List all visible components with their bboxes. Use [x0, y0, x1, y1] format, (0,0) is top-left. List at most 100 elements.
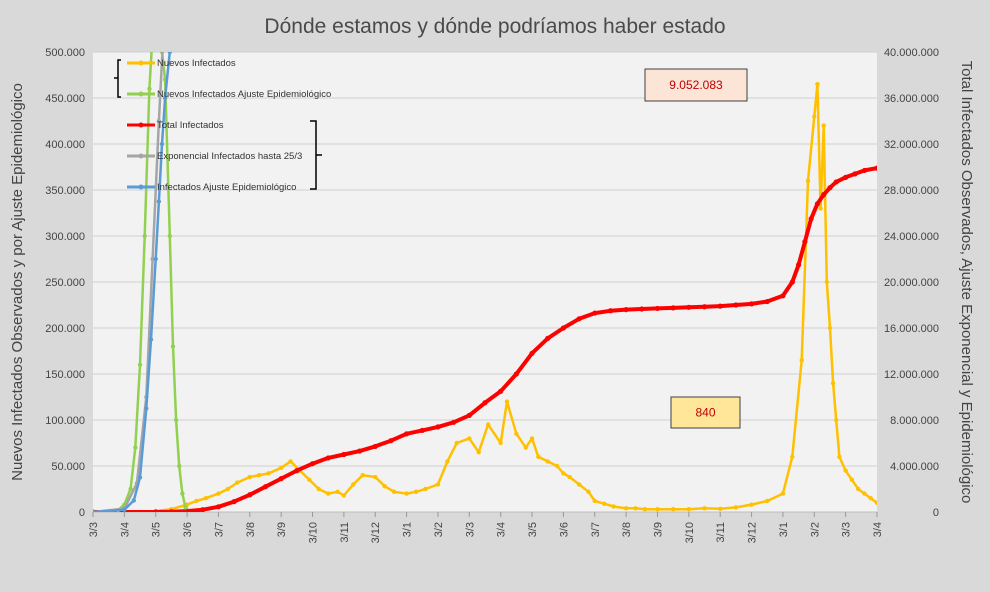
data-point [514, 431, 519, 436]
y-tick-label: 300.000 [45, 231, 85, 243]
y2-tick-label: 0 [933, 507, 939, 519]
legend-marker [138, 153, 144, 159]
x-tick-label: 3/12 [370, 522, 382, 543]
data-point [815, 82, 820, 87]
data-point [799, 358, 804, 363]
data-point [341, 451, 347, 458]
data-point [451, 419, 457, 425]
data-point [862, 491, 867, 496]
x-tick-label: 3/9 [276, 522, 288, 537]
data-point [702, 506, 707, 511]
data-point [278, 476, 284, 482]
x-axis-ticks: 3/3 3/4 3/5 3/6 3/7 3/8 3/9 3/10 3/11 3/12 3/1 3/2 3… [88, 512, 884, 543]
data-point [247, 474, 252, 480]
data-point [203, 496, 209, 501]
data-point [388, 438, 394, 444]
legend-item: Total Infectados [127, 120, 224, 131]
data-point [686, 507, 692, 512]
data-point [150, 256, 155, 262]
x-tick-label: 3/1 [778, 522, 790, 537]
x-tick-label: 3/8 [621, 522, 633, 537]
data-point [156, 199, 162, 204]
data-point [554, 463, 560, 469]
data-point [789, 279, 795, 285]
data-point [748, 301, 755, 307]
data-point [278, 465, 284, 471]
x-tick-label: 3/8 [245, 522, 257, 537]
data-point [215, 504, 222, 510]
data-point [513, 371, 519, 377]
data-point [796, 262, 802, 268]
y2-tick-label: 36.000.000 [884, 93, 939, 105]
data-point [93, 509, 96, 512]
data-point [225, 486, 231, 492]
data-point [419, 427, 425, 433]
data-point [733, 505, 739, 510]
data-point [288, 459, 293, 464]
legend-label: Total Infectados [157, 120, 224, 131]
data-point [655, 507, 660, 512]
x-tick-label: 3/4 [119, 522, 131, 537]
data-point [131, 498, 136, 503]
data-point [686, 304, 692, 310]
data-point [586, 489, 591, 494]
legend-label: Nuevos Infectados [157, 58, 236, 69]
data-point [257, 473, 262, 478]
data-point [167, 52, 173, 55]
y-tick-label: 250.000 [45, 277, 85, 289]
x-tick-label: 3/10 [684, 522, 696, 543]
data-point [837, 454, 842, 459]
data-point [523, 445, 528, 450]
data-point [128, 486, 133, 492]
x-tick-label: 3/11 [715, 522, 727, 543]
data-point [639, 306, 645, 312]
annotation-value: 840 [695, 406, 715, 420]
x-tick-label: 3/1 [402, 522, 414, 537]
y-tick-label: 50.000 [51, 461, 85, 473]
data-point [356, 448, 363, 454]
data-point [824, 279, 830, 285]
y2-tick-label: 28.000.000 [884, 185, 939, 197]
x-tick-label: 3/7 [590, 522, 602, 537]
data-point [808, 216, 814, 222]
data-point [633, 506, 638, 511]
x-tick-label: 3/2 [809, 522, 821, 537]
data-point [567, 474, 572, 480]
data-point [834, 417, 839, 423]
y-tick-label: 350.000 [45, 185, 85, 197]
data-point [701, 304, 708, 310]
data-point [173, 417, 179, 423]
data-point [266, 471, 271, 476]
data-point [827, 185, 833, 191]
y2-tick-label: 32.000.000 [884, 139, 939, 151]
series-total-infectados [93, 165, 877, 512]
gridlines [93, 51, 877, 513]
data-point [183, 505, 188, 510]
y2-tick-label: 4.000.000 [890, 461, 939, 473]
data-point [309, 461, 316, 467]
y-tick-label: 400.000 [45, 139, 85, 151]
data-point [623, 506, 629, 511]
data-point [576, 316, 582, 322]
data-point [498, 440, 503, 446]
legend-brace-right [310, 120, 322, 190]
x-tick-label: 3/6 [558, 522, 570, 537]
data-point [137, 475, 143, 480]
x-tick-label: 3/11 [339, 522, 351, 543]
data-point [670, 305, 676, 311]
data-point [849, 477, 855, 482]
data-point [827, 325, 833, 331]
data-point [133, 445, 138, 450]
data-point [733, 302, 739, 308]
legend-brace-left [114, 59, 121, 98]
data-point [843, 174, 849, 180]
data-point [818, 206, 823, 211]
series-infectados-ajuste-epidemiologico [93, 52, 173, 512]
y2-tick-label: 40.000.000 [884, 47, 939, 59]
y-tick-label: 150.000 [45, 369, 85, 381]
data-point [382, 484, 387, 489]
data-point [545, 335, 551, 341]
data-point [790, 454, 795, 459]
legend-marker [138, 91, 144, 97]
